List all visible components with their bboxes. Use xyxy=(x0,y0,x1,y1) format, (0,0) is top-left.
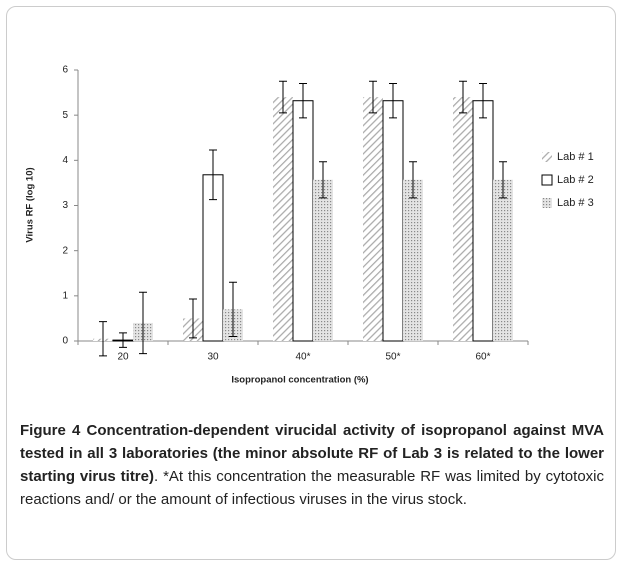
error-bar xyxy=(189,298,197,339)
bar xyxy=(382,100,404,342)
error-bar xyxy=(209,149,217,201)
y-tick-label: 2 xyxy=(62,245,68,256)
error-bar xyxy=(319,161,327,199)
error-bar xyxy=(389,83,397,119)
chart: Virus RF (log 10) Isopropanol concentrat… xyxy=(25,65,594,386)
x-tick-label: 20 xyxy=(117,352,129,363)
bar xyxy=(453,97,473,341)
bar xyxy=(313,179,333,341)
bar xyxy=(493,179,513,341)
bar xyxy=(403,179,423,341)
y-tick-label: 3 xyxy=(62,200,68,211)
error-bar xyxy=(119,332,127,348)
bar xyxy=(472,100,494,342)
caption-text: . *At this concentration the measurable … xyxy=(20,468,604,508)
legend-label: Lab # 3 xyxy=(557,197,594,209)
legend-swatch xyxy=(541,174,553,186)
legend-swatch xyxy=(542,152,552,162)
x-axis-label: Isopropanol concentration (%) xyxy=(231,375,368,386)
error-bar xyxy=(409,161,417,199)
bar xyxy=(273,97,293,341)
legend-swatch xyxy=(542,198,552,208)
y-tick-label: 4 xyxy=(62,155,68,166)
error-bar xyxy=(99,321,107,357)
y-tick-label: 5 xyxy=(62,110,68,121)
x-tick-label: 30 xyxy=(207,352,219,363)
caption-title: Figure 4 Concentration-dependent virucid… xyxy=(20,422,604,485)
y-tick-label: 1 xyxy=(62,290,68,301)
x-tick-label: 60* xyxy=(475,352,490,363)
y-tick-label: 0 xyxy=(62,336,68,347)
caption: Figure 4 Concentration-dependent virucid… xyxy=(20,419,604,511)
legend-label: Lab # 1 xyxy=(557,151,594,163)
legend-label: Lab # 2 xyxy=(557,174,594,186)
error-bar xyxy=(279,80,287,114)
error-bar xyxy=(139,291,147,355)
y-tick-label: 6 xyxy=(62,65,68,76)
x-tick-label: 50* xyxy=(385,352,400,363)
error-bar xyxy=(369,80,377,114)
error-bar xyxy=(459,80,467,114)
error-bar xyxy=(499,161,507,199)
error-bar xyxy=(299,83,307,119)
bar xyxy=(363,97,383,341)
y-axis-label: Virus RF (log 10) xyxy=(25,167,36,242)
figure-frame xyxy=(6,6,616,560)
error-bar xyxy=(479,83,487,119)
x-tick-label: 40* xyxy=(295,352,310,363)
error-bar xyxy=(229,281,237,337)
bar xyxy=(292,100,314,342)
